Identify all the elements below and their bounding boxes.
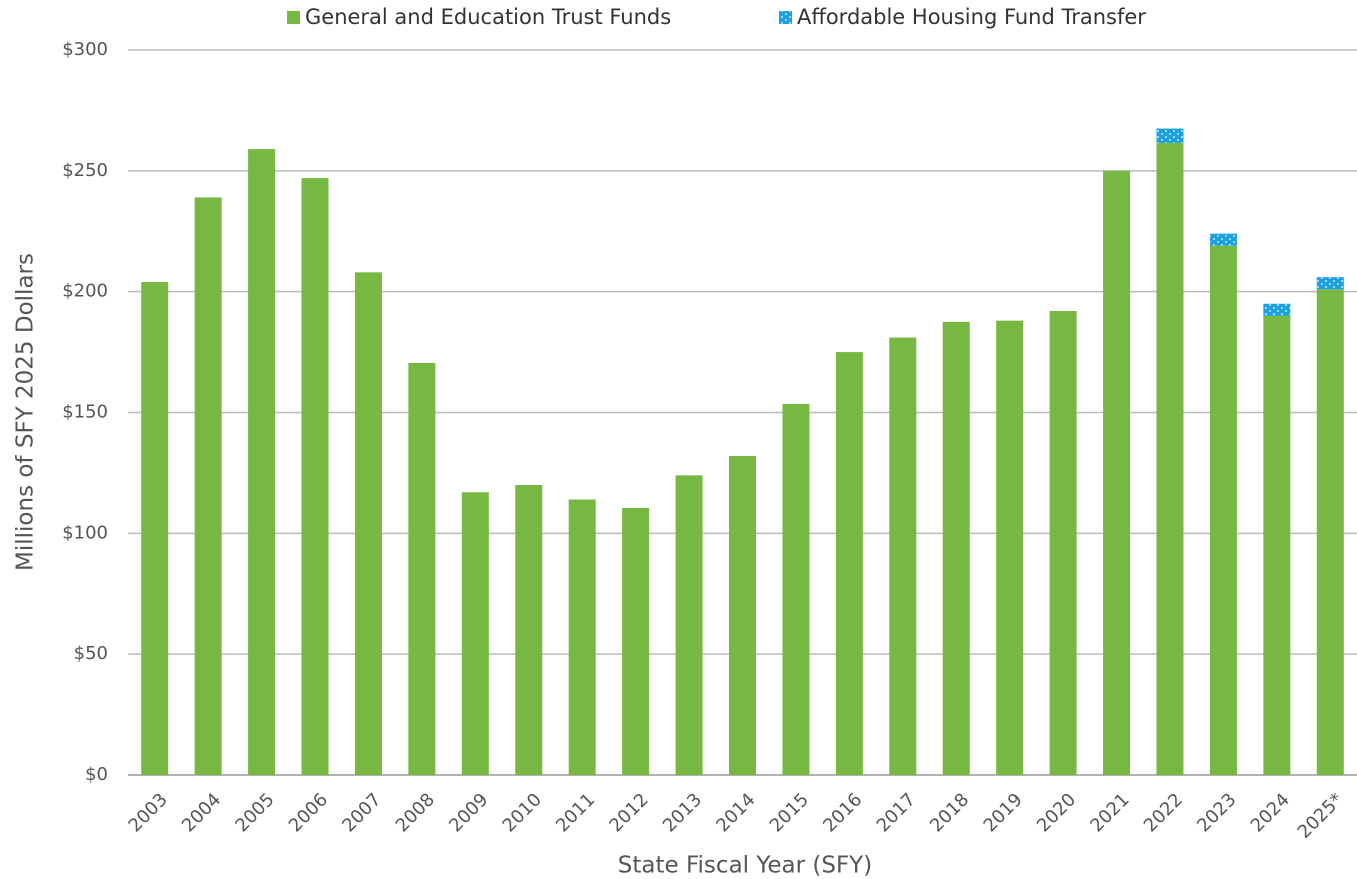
bar-pattern bbox=[1316, 277, 1344, 290]
x-tick-label: 2024 bbox=[1247, 789, 1294, 836]
bar-segment bbox=[515, 485, 543, 775]
x-tick-label: 2014 bbox=[712, 789, 759, 836]
legend-label: General and Education Trust Funds bbox=[305, 5, 671, 29]
x-tick-label: 2010 bbox=[499, 789, 546, 836]
y-axis-title: Millions of SFY 2025 Dollars bbox=[13, 253, 39, 571]
bar-segment bbox=[301, 178, 329, 776]
bar-segment bbox=[1263, 315, 1291, 775]
bar-segment bbox=[835, 352, 863, 775]
bar-segment bbox=[141, 282, 169, 775]
bar-segment bbox=[942, 321, 970, 775]
x-tick-label: 2020 bbox=[1033, 789, 1080, 836]
x-tick-label: 2005 bbox=[231, 789, 278, 836]
y-tick-label: $100 bbox=[62, 522, 108, 543]
x-tick-label: 2007 bbox=[338, 789, 385, 836]
bar-segment bbox=[568, 499, 596, 775]
bar-segment bbox=[354, 272, 382, 775]
x-tick-label: 2015 bbox=[766, 789, 813, 836]
bar-segment bbox=[194, 197, 222, 775]
x-tick-label: 2023 bbox=[1193, 789, 1240, 836]
x-tick-label: 2021 bbox=[1086, 789, 1133, 836]
y-tick-label: $50 bbox=[74, 643, 108, 664]
bar-segment bbox=[461, 492, 489, 775]
bar-segment bbox=[889, 337, 917, 775]
x-tick-label: 2008 bbox=[392, 789, 439, 836]
x-tick-label: 2004 bbox=[178, 789, 225, 836]
x-tick-label: 2022 bbox=[1140, 789, 1187, 836]
legend-swatch bbox=[287, 11, 300, 24]
bar-segment bbox=[248, 149, 276, 776]
y-tick-label: $0 bbox=[85, 764, 108, 785]
bar-segment bbox=[408, 362, 436, 775]
x-tick-label: 2019 bbox=[980, 789, 1027, 836]
bar-segment bbox=[1316, 289, 1344, 775]
bar-segment bbox=[622, 507, 650, 775]
x-tick-label: 2017 bbox=[873, 789, 920, 836]
y-tick-label: $200 bbox=[62, 281, 108, 302]
x-tick-label: 2018 bbox=[926, 789, 973, 836]
bar-segment bbox=[729, 456, 756, 775]
y-tick-label: $150 bbox=[62, 402, 108, 423]
bar-segment bbox=[675, 475, 703, 775]
bar-pattern bbox=[1263, 303, 1291, 316]
x-tick-label: 2013 bbox=[659, 789, 706, 836]
bar-segment bbox=[1156, 143, 1184, 775]
bar-segment bbox=[1209, 245, 1237, 775]
bar-segment bbox=[1049, 311, 1077, 775]
x-tick-label: 2011 bbox=[552, 789, 599, 836]
y-tick-label: $250 bbox=[62, 160, 108, 181]
x-tick-label: 2012 bbox=[605, 789, 652, 836]
x-tick-label: 2006 bbox=[285, 789, 332, 836]
bar-segment bbox=[1103, 170, 1131, 776]
legend-swatch-pattern bbox=[779, 11, 792, 24]
bar-segment bbox=[782, 404, 810, 775]
legend-label: Affordable Housing Fund Transfer bbox=[797, 5, 1146, 29]
x-tick-label: 2025* bbox=[1294, 789, 1348, 843]
x-axis-title: State Fiscal Year (SFY) bbox=[618, 853, 872, 879]
bar-pattern bbox=[1209, 233, 1237, 246]
x-tick-label: 2003 bbox=[125, 789, 172, 836]
y-tick-label: $300 bbox=[62, 39, 108, 60]
bar-segment bbox=[996, 320, 1024, 775]
x-tick-label: 2016 bbox=[819, 789, 866, 836]
x-tick-label: 2009 bbox=[445, 789, 492, 836]
bar-pattern bbox=[1156, 128, 1184, 144]
